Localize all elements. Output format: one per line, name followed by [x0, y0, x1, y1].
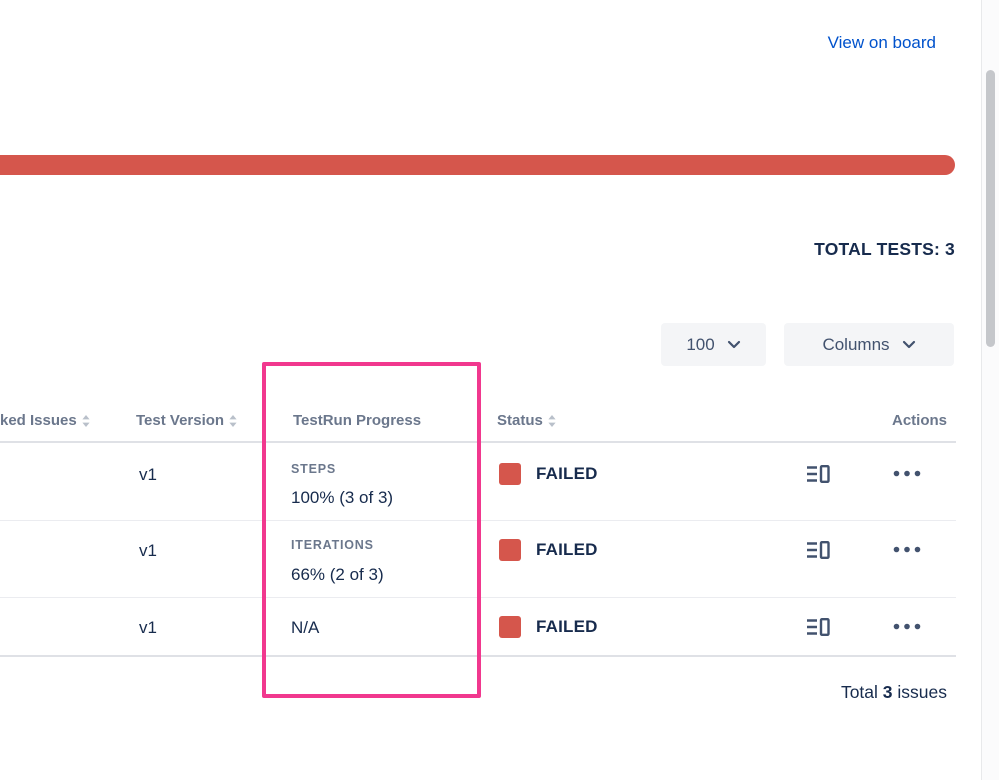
status-label: FAILED [536, 617, 598, 636]
total-issues-suffix: issues [897, 682, 947, 702]
page-size-value: 100 [686, 334, 715, 354]
test-version-cell: v1 [139, 618, 157, 637]
progress-value: 100% (3 of 3) [291, 488, 394, 507]
execution-details-icon [806, 539, 830, 561]
sort-icon [82, 414, 90, 427]
test-version-cell: v1 [139, 541, 157, 560]
columns-dropdown[interactable]: Columns [784, 323, 954, 366]
column-header-linked-issues[interactable]: ked Issues [0, 412, 90, 429]
progress-value: 66% (2 of 3) [291, 565, 384, 584]
column-header-status[interactable]: Status [497, 412, 556, 429]
status-cell: FAILED [499, 539, 598, 561]
column-header-label: ked Issues [0, 412, 77, 429]
total-issues-prefix: Total [840, 682, 878, 702]
execution-details-button[interactable] [804, 537, 832, 563]
table-header-divider [0, 441, 956, 443]
sort-icon [229, 414, 237, 427]
status-color-badge [499, 616, 521, 638]
chevron-down-icon [902, 340, 916, 349]
ellipsis-icon [893, 470, 921, 477]
row-divider [0, 597, 956, 598]
chevron-down-icon [727, 340, 741, 349]
more-actions-button[interactable] [891, 621, 923, 632]
column-header-label: TestRun Progress [293, 412, 422, 429]
progress-type-label: STEPS [291, 462, 336, 476]
columns-label: Columns [822, 334, 890, 354]
sort-icon [548, 414, 556, 427]
total-issues-count: 3 [882, 682, 893, 702]
total-tests-label: TOTAL TESTS: 3 [814, 239, 955, 259]
status-cell: FAILED [499, 616, 598, 638]
execution-details-button[interactable] [804, 461, 832, 487]
view-on-board-link[interactable]: View on board [827, 33, 936, 52]
scrollbar-thumb[interactable] [986, 70, 995, 347]
row-divider [0, 520, 956, 521]
status-label: FAILED [536, 464, 598, 483]
status-label: FAILED [536, 540, 598, 559]
execution-progress-bar [0, 155, 955, 175]
progress-value: N/A [291, 618, 320, 637]
execution-details-icon [806, 616, 830, 638]
table-bottom-divider [0, 655, 956, 657]
ellipsis-icon [893, 546, 921, 553]
total-issues-label: Total 3 issues [841, 682, 947, 703]
column-header-test-version[interactable]: Test Version [136, 412, 237, 429]
more-actions-button[interactable] [891, 468, 923, 479]
column-header-label: Status [497, 412, 543, 429]
execution-details-icon [806, 463, 830, 485]
page-size-select[interactable]: 100 [661, 323, 766, 366]
column-header-label: Actions [891, 412, 947, 429]
column-header-actions: Actions [892, 412, 947, 429]
progress-type-label: ITERATIONS [291, 538, 374, 552]
status-color-badge [499, 539, 521, 561]
execution-details-button[interactable] [804, 614, 832, 640]
more-actions-button[interactable] [891, 544, 923, 555]
column-header-label: Test Version [136, 412, 225, 429]
test-version-cell: v1 [139, 465, 157, 484]
status-color-badge [499, 463, 521, 485]
ellipsis-icon [893, 623, 921, 630]
status-cell: FAILED [499, 463, 598, 485]
column-header-testrun-progress: TestRun Progress [293, 412, 421, 429]
